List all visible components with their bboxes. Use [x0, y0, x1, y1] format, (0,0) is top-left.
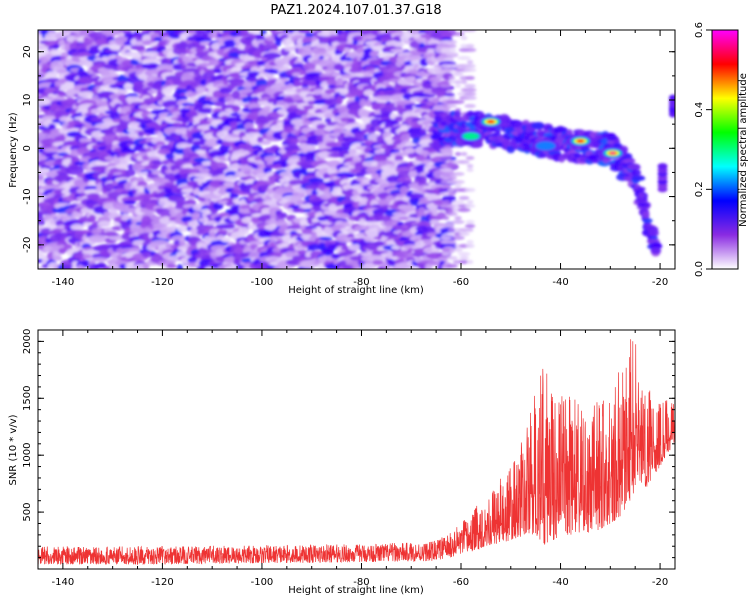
- top-x-axis-ticks: -140 -120 -100 -80 -60 -40 -20: [37, 30, 668, 288]
- top-x-axis-label: Height of straight line (km): [288, 285, 424, 296]
- top-y-axis-label: Frequency (Hz): [8, 112, 19, 188]
- x-tick-label: -20: [652, 277, 668, 288]
- x-tick-label: -80: [353, 577, 369, 588]
- y-tick-label: -20: [22, 237, 33, 253]
- x-tick-label: -100: [251, 577, 274, 588]
- x-tick-label: -120: [151, 577, 174, 588]
- y-tick-label: 10: [22, 94, 33, 107]
- x-tick-label: -140: [52, 277, 75, 288]
- colorbar-label: Normalized spectral amplitude: [738, 73, 749, 227]
- colorbar-tick-label: 0.6: [694, 22, 705, 38]
- snr-series-line: [38, 339, 675, 566]
- colorbar-tick-label: 0.4: [694, 102, 705, 118]
- x-tick-label: -100: [251, 277, 274, 288]
- y-tick-label: 1500: [22, 386, 33, 411]
- colorbar-gradient: [711, 29, 739, 270]
- x-tick-label: -60: [453, 577, 469, 588]
- bottom-y-axis-label: SNR (10 * v/v): [8, 414, 19, 485]
- top-y-axis-ticks: -20 -10 0 10 20: [22, 45, 675, 270]
- spectrogram-heatmap: [38, 30, 675, 269]
- x-tick-label: -40: [552, 277, 568, 288]
- bottom-x-axis-ticks: -140 -120 -100 -80 -60 -40 -20: [37, 330, 668, 588]
- y-tick-label: 20: [22, 45, 33, 58]
- bottom-y-axis-ticks: 500 1000 1500 2000: [22, 329, 675, 570]
- y-tick-label: -10: [22, 188, 33, 204]
- y-tick-label: 0: [22, 145, 33, 151]
- y-tick-label: 1000: [22, 442, 33, 467]
- colorbar-tick-label: 0.2: [694, 181, 705, 197]
- x-tick-label: -20: [652, 577, 668, 588]
- y-tick-label: 2000: [22, 329, 33, 354]
- x-tick-label: -140: [52, 577, 75, 588]
- colorbar-ticks: 0.0 0.2 0.4 0.6: [694, 22, 712, 277]
- bottom-x-axis-label: Height of straight line (km): [288, 585, 424, 596]
- x-tick-label: -40: [552, 577, 568, 588]
- x-tick-label: -80: [353, 277, 369, 288]
- colorbar: 0.0 0.2 0.4 0.6 Normalized spectral amplitu…: [694, 22, 749, 277]
- figure-title: PAZ1.2024.107.01.37.G18: [270, 3, 441, 18]
- x-tick-label: -120: [151, 277, 174, 288]
- x-tick-label: -60: [453, 277, 469, 288]
- y-tick-label: 500: [22, 503, 33, 522]
- colorbar-tick-label: 0.0: [694, 261, 705, 277]
- snr-panel: -140 -120 -100 -80 -60 -40 -20 500 1000 1500 2000…: [8, 329, 676, 596]
